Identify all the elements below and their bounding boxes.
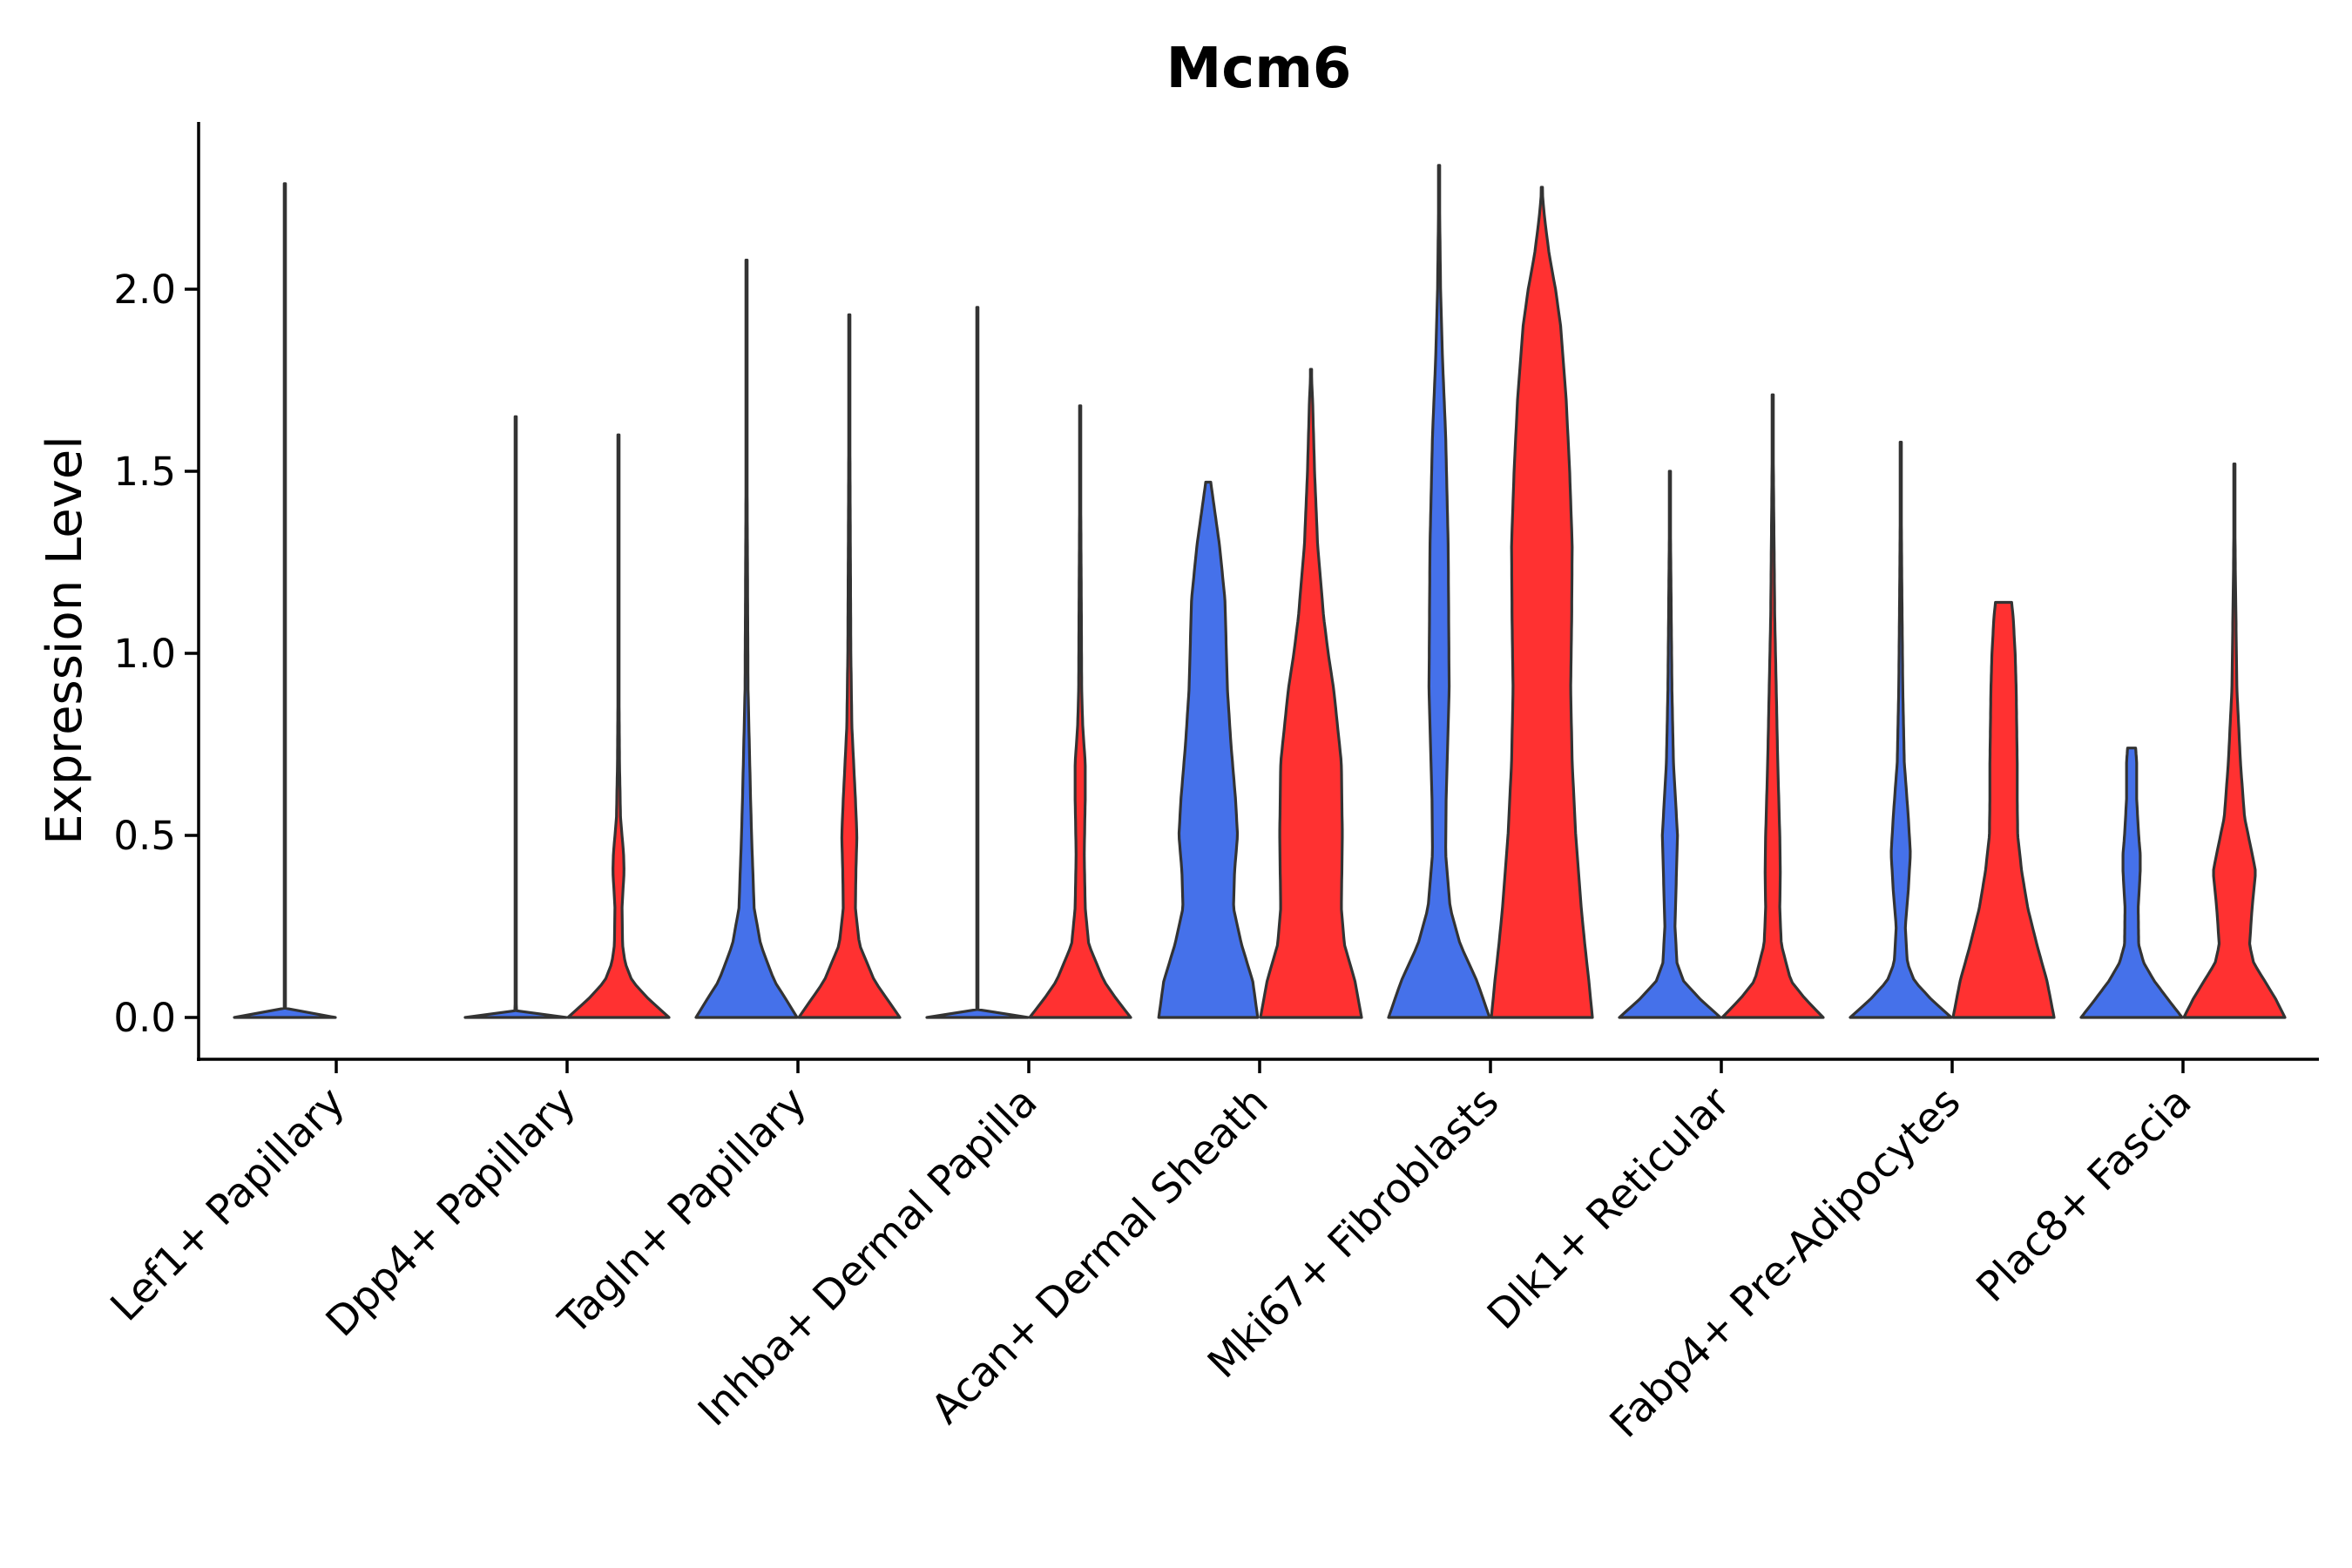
x-tick-label-plac8-fascia: Plac8+ Fascia: [1968, 1078, 2201, 1312]
y-tick-label: 1.0: [113, 631, 176, 677]
x-tick-label-lef1-papillary: Lef1+ Papillary: [102, 1078, 355, 1331]
y-tick-label: 1.5: [113, 449, 176, 495]
violin-tagln-papillary-group-1: [694, 259, 799, 1019]
violin-acan-dermal-sheath-group-1: [1157, 480, 1260, 1019]
violin-inhba-dermal-papilla-group-1: [925, 306, 1030, 1019]
violin-fabp4-pre-adipocytes-group-1: [1848, 441, 1953, 1019]
chart-title: Mcm6: [1166, 37, 1352, 101]
violin-acan-dermal-sheath-group-2: [1259, 368, 1363, 1019]
violin-plac8-fascia-group-2: [2182, 463, 2287, 1019]
violin-fabp4-pre-adipocytes-group-2: [1951, 600, 2056, 1019]
plot-area: [233, 164, 2287, 1019]
x-tick-label-tagln-papillary: Tagln+ Papillary: [550, 1078, 816, 1345]
violin-lef1-papillary-group-1: [233, 182, 337, 1019]
y-tick-label: 2.0: [113, 267, 176, 313]
violin-dlk1-reticular-group-2: [1720, 393, 1825, 1019]
violin-mki67-fibroblasts-group-2: [1490, 186, 1594, 1019]
y-axis-label: Expression Level: [37, 436, 93, 845]
x-tick-label-dlk1-reticular: Dlk1+ Reticular: [1478, 1078, 1740, 1339]
violin-tagln-papillary-group-2: [797, 313, 902, 1019]
violin-mki67-fibroblasts-group-1: [1387, 164, 1491, 1019]
y-tick-label: 0.0: [113, 995, 176, 1041]
violin-dlk1-reticular-group-1: [1618, 470, 1722, 1019]
violin-inhba-dermal-papilla-group-2: [1028, 404, 1132, 1019]
violin-plac8-fascia-group-1: [2079, 747, 2184, 1019]
y-axis-ticks: 0.0 0.5 1.0 1.5 2.0: [113, 267, 199, 1041]
violin-dpp4-papillary-group-1: [463, 415, 568, 1019]
violin-dpp4-papillary-group-2: [566, 433, 671, 1019]
y-tick-label: 0.5: [113, 813, 176, 859]
x-tick-label-dpp4-papillary: Dpp4+ Papillary: [317, 1078, 585, 1347]
